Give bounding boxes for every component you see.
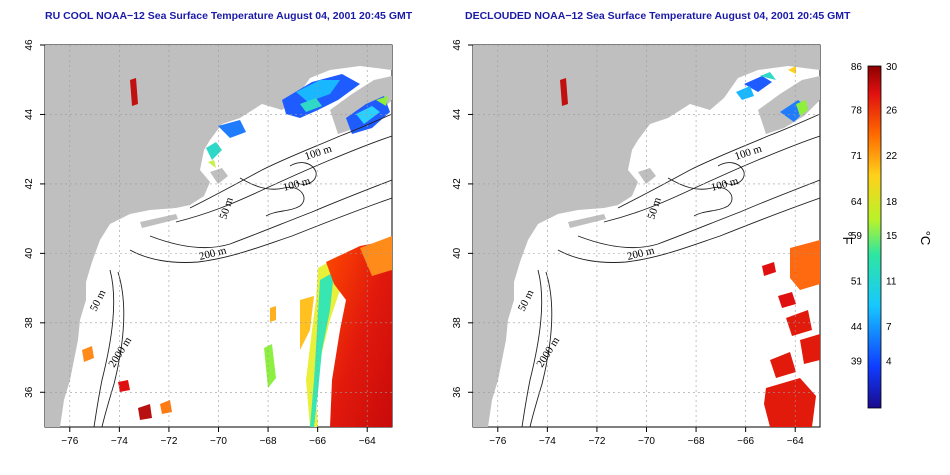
lon-tick-label: −74 [539,436,556,447]
nova-scotia-land [758,76,820,134]
left-axis-ticks: −76 −74 −72 −70 −68 −66 −64 36 38 40 42 44 46 [24,39,376,447]
bathymetry-contours [521,113,820,427]
cold-sst-patches [206,74,390,168]
land-mass [473,45,820,427]
warm-sst-region [82,78,392,427]
fahrenheit-tick-label: 44 [851,322,863,333]
bathymetry-contours [93,113,392,427]
left-graticule [45,45,392,427]
lon-tick-label: −76 [61,436,78,447]
cold-sst-patches [736,66,808,122]
celsius-tick-label: 15 [886,231,898,242]
celsius-tick-label: 30 [886,62,898,73]
lon-tick-label: −64 [787,436,804,447]
land-mass [45,45,392,427]
fahrenheit-unit-label: °F [840,231,855,244]
lon-tick-label: −70 [638,436,655,447]
right-axis-ticks: −76 −74 −72 −70 −68 −66 −64 36 38 40 42 44 46 [452,39,804,447]
lat-tick-label: 42 [24,178,35,190]
lat-tick-label: 42 [452,178,463,190]
right-map-title: DECLOUDED NOAA−12 Sea Surface Temperatur… [465,10,851,22]
fahrenheit-tick-label: 59 [851,231,863,242]
lat-tick-label: 40 [24,247,35,259]
celsius-unit-label: °C [918,231,933,246]
fahrenheit-tick-label: 64 [851,197,863,208]
cape-cod-land [210,168,228,184]
lat-tick-label: 36 [24,386,35,398]
colorbar-gradient [867,65,882,409]
left-map-panel: 100 m 100 m 50 m 200 m 50 m 2000 m −76 −7… [24,39,393,447]
fahrenheit-tick-label: 51 [851,277,863,288]
lat-tick-label: 44 [24,108,35,120]
celsius-tick-label: 7 [886,322,892,333]
lon-tick-label: −64 [359,436,376,447]
right-graticule [473,45,820,427]
lon-tick-label: −66 [309,436,326,447]
fahrenheit-tick-label: 71 [851,151,863,162]
lat-tick-label: 36 [452,386,463,398]
long-island-land [140,214,178,228]
celsius-tick-label: 26 [886,106,898,117]
celsius-tick-label: 22 [886,151,898,162]
right-map-panel: 100 m 100 m 50 m 200 m 50 m 2000 m −76 −7… [452,39,821,447]
left-map-title: RU COOL NOAA−12 Sea Surface Temperature … [45,10,413,22]
lat-tick-label: 38 [452,317,463,329]
celsius-tick-label: 18 [886,197,898,208]
lon-tick-label: −76 [489,436,506,447]
long-island-land [568,214,606,228]
lon-tick-label: −72 [588,436,605,447]
lat-tick-label: 44 [452,108,463,120]
lat-tick-label: 40 [452,247,463,259]
nova-scotia-land [330,76,392,134]
lat-tick-label: 46 [24,39,35,51]
celsius-tick-label: 4 [886,356,892,367]
lat-tick-label: 46 [452,39,463,51]
lon-tick-label: −72 [160,436,177,447]
warm-sst-region [560,78,820,427]
fahrenheit-tick-label: 86 [851,62,863,73]
lon-tick-label: −74 [111,436,128,447]
celsius-tick-label: 11 [886,277,897,288]
fahrenheit-tick-label: 39 [851,356,863,367]
lon-tick-label: −68 [688,436,705,447]
lon-tick-label: −68 [260,436,277,447]
cape-cod-land [638,168,656,184]
lon-tick-label: −70 [210,436,227,447]
lon-tick-label: −66 [737,436,754,447]
lat-tick-label: 38 [24,317,35,329]
fahrenheit-tick-label: 78 [851,106,863,117]
